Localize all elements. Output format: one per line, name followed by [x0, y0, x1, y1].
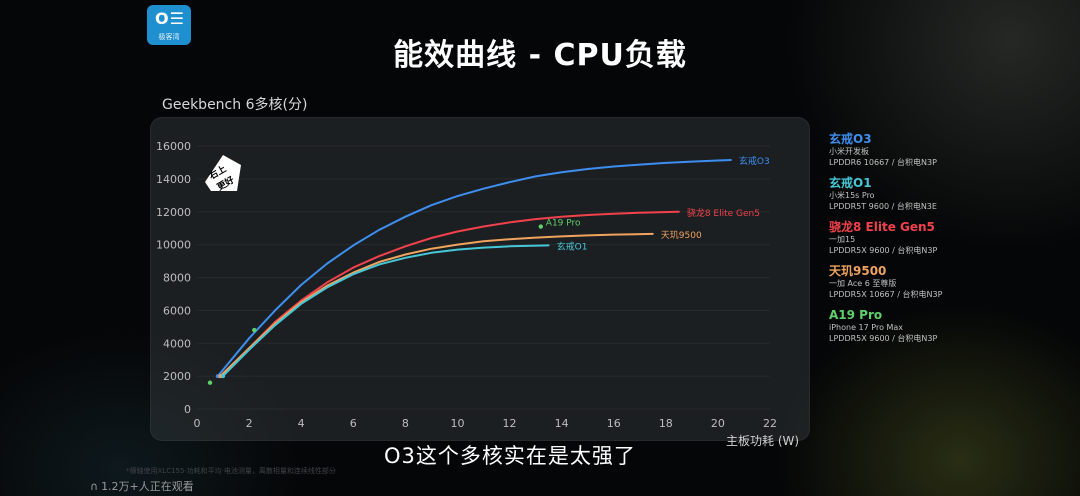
legend-device: 一加15 [829, 235, 856, 244]
x-tick-label: 8 [402, 417, 409, 430]
x-tick-label: 4 [298, 417, 305, 430]
series-line [216, 159, 732, 378]
legend-entry: A19 Pro iPhone 17 Pro Max LPDDR5X 9600 / 台… [829, 308, 942, 344]
a19-label: A19 Pro [546, 219, 581, 229]
series-end-label: 玄戒O3 [739, 155, 770, 167]
live-viewers-text: 1.2万+人正在观看 [101, 480, 194, 493]
slide-title: 能效曲线 - CPU负载 [393, 38, 687, 73]
video-subtitle: O3这个多核实在是太强了 [384, 444, 636, 468]
y-tick-label: 8000 [163, 272, 191, 285]
x-tick-label: 12 [503, 417, 517, 430]
series-line [222, 244, 550, 378]
better-badge-arrow-icon [205, 155, 241, 191]
x-tick-label: 0 [194, 417, 201, 430]
series-end-label: 玄戒O1 [557, 240, 588, 252]
footnote: *横轴使用XLC155·功耗和平均·电池测量，离散相量和连续线性部分 [126, 467, 336, 475]
series-start-point [221, 374, 226, 379]
legend-entry: 骁龙8 Elite Gen5 一加15 LPDDR5X 9600 / 台积电N3P [829, 220, 942, 256]
series-end-label: 骁龙8 Elite Gen5 [687, 207, 760, 219]
y-tick-label: 12000 [156, 206, 191, 219]
chart-title: Geekbench 6多核(分) [162, 97, 308, 113]
x-tick-label: 18 [659, 417, 673, 430]
legend-device: iPhone 17 Pro Max [829, 323, 904, 332]
x-axis-label: 主板功耗 (W) [726, 434, 800, 448]
legend-name: 天玑9500 [829, 264, 887, 278]
logo-glyph-icon: O☰ [155, 9, 185, 28]
x-tick-label: 10 [450, 417, 464, 430]
legend-spec: LPDDR5X 10667 / 台积电N3P [829, 290, 943, 299]
live-viewers: ∩ 1.2万+人正在观看 [90, 478, 194, 494]
series-end-label: 天玑9500 [661, 230, 702, 241]
legend-name: 玄戒O1 [829, 176, 872, 190]
legend-entry: 天玑9500 一加 Ace 6 至尊版 LPDDR5X 10667 / 台积电N3P [829, 264, 942, 300]
legend-name: 玄戒O3 [829, 132, 872, 146]
y-tick-label: 2000 [163, 370, 191, 383]
x-tick-label: 16 [607, 417, 621, 430]
y-tick-label: 4000 [163, 337, 191, 350]
y-tick-label: 16000 [156, 140, 191, 153]
x-tick-label: 20 [711, 417, 725, 430]
legend-spec: LPDDR5X 9600 / 台积电N3P [829, 334, 938, 343]
legend-device: 小米15s Pro [829, 191, 875, 200]
a19-point [207, 380, 213, 385]
legend-entry: 玄戒O1 小米15s Pro LPDDR5T 9600 / 台积电N3E [829, 176, 942, 212]
a19-point [252, 327, 257, 333]
y-tick-label: 14000 [156, 173, 191, 186]
a19-point [538, 224, 543, 229]
logo-text: 极客湾 [158, 33, 180, 41]
legend-spec: LPDDR6 10667 / 台积电N3P [829, 158, 937, 167]
x-tick-label: 2 [246, 417, 253, 430]
x-tick-label: 22 [763, 417, 777, 430]
x-tick-label: 14 [555, 417, 569, 430]
headphones-icon: ∩ [90, 480, 99, 493]
y-tick-label: 10000 [156, 239, 191, 252]
legend-entry: 玄戒O3 小米开发板 LPDDR6 10667 / 台积电N3P [829, 132, 942, 168]
y-tick-label: 6000 [163, 304, 191, 317]
legend-device: 一加 Ace 6 至尊版 [829, 279, 897, 288]
x-tick-label: 6 [350, 417, 357, 430]
legend: 玄戒O3 小米开发板 LPDDR6 10667 / 台积电N3P 玄戒O1 小米15s … [829, 132, 942, 352]
series-line [219, 232, 654, 378]
y-tick-label: 0 [184, 403, 191, 416]
legend-spec: LPDDR5T 9600 / 台积电N3E [829, 202, 937, 211]
brand-logo: O☰ 极客湾 [147, 5, 191, 45]
legend-device: 小米开发板 [829, 147, 869, 156]
legend-name: 骁龙8 Elite Gen5 [829, 220, 935, 234]
legend-name: A19 Pro [829, 308, 883, 322]
chart-panel [150, 117, 810, 441]
series-line [219, 210, 680, 378]
legend-spec: LPDDR5X 9600 / 台积电N3P [829, 246, 938, 255]
